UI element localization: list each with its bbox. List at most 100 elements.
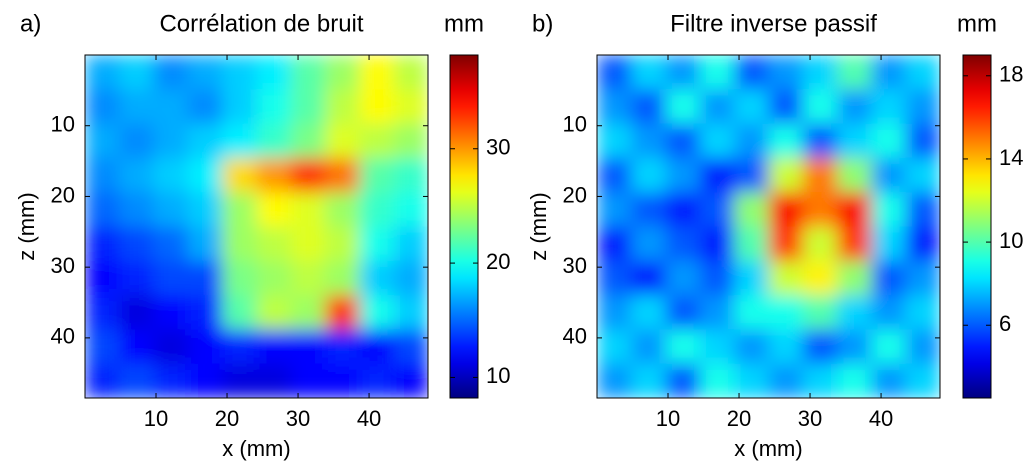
heatmap-cell <box>905 260 940 296</box>
heatmap-cell <box>734 55 770 90</box>
heatmap-cell <box>222 89 258 125</box>
heatmap-cell <box>290 55 326 90</box>
heatmap-cell <box>393 226 428 262</box>
heatmap-cell <box>665 55 701 90</box>
heatmap-cell <box>187 192 223 228</box>
heatmap-cell <box>905 123 940 159</box>
heatmap-cell <box>187 55 223 90</box>
heatmap-cell <box>393 55 428 90</box>
heatmap-cell <box>665 295 701 330</box>
x-tick-label: 40 <box>357 406 381 431</box>
heatmap-cell <box>597 157 632 193</box>
heatmap-cell <box>631 157 667 193</box>
heatmap-cell <box>768 226 804 262</box>
heatmap-cell <box>85 89 120 125</box>
heatmap-cell <box>665 226 701 262</box>
heatmap-cell <box>359 226 395 262</box>
heatmap-cell <box>699 192 735 228</box>
heatmap-cell <box>393 363 428 398</box>
x-tick-label: 10 <box>656 406 680 431</box>
heatmap-cell <box>153 157 189 193</box>
heatmap-cell <box>290 123 326 159</box>
heatmap-cell <box>393 295 428 330</box>
heatmap-cells <box>597 55 940 398</box>
heatmap-cell <box>187 260 223 296</box>
heatmap-cell <box>187 329 223 365</box>
heatmap-cell <box>359 295 395 330</box>
heatmap-cell <box>768 192 804 228</box>
plot-frame <box>596 54 941 399</box>
heatmap-cell <box>871 260 907 296</box>
heatmap-cell <box>290 192 326 228</box>
heatmap-cell <box>85 123 120 159</box>
heatmap-cell <box>359 329 395 365</box>
heatmap-cell <box>325 260 360 296</box>
heatmap-cell <box>187 226 223 262</box>
heatmap-cell <box>871 123 907 159</box>
heatmap-cell <box>153 192 189 228</box>
y-tick-label: 10 <box>563 112 587 137</box>
heatmap-cell <box>631 55 667 90</box>
heatmap-cell <box>802 123 838 159</box>
heatmap-cell <box>871 55 907 90</box>
heatmap-cell <box>187 363 223 398</box>
heatmap-cell <box>802 157 838 193</box>
heatmap-cell <box>290 157 326 193</box>
y-axis-label: z (mm) <box>14 192 39 260</box>
heatmap-cell <box>597 123 632 159</box>
heatmap-cell <box>665 157 701 193</box>
heatmap-cell <box>768 329 804 365</box>
panel-label: a) <box>20 10 41 37</box>
heatmap-cell <box>905 363 940 398</box>
heatmap-cell <box>359 363 395 398</box>
heatmap-cell <box>187 157 223 193</box>
heatmap-cell <box>187 295 223 330</box>
colorbar-tick-label: 10 <box>999 228 1023 253</box>
heatmap-cell <box>871 329 907 365</box>
heatmap-cell <box>699 329 735 365</box>
heatmap-cell <box>837 89 872 125</box>
heatmap-cell <box>222 260 258 296</box>
heatmap-cell <box>325 295 360 330</box>
heatmap-cell <box>187 89 223 125</box>
y-tick-label: 40 <box>563 324 587 349</box>
heatmap-cell <box>359 55 395 90</box>
heatmap-cell <box>359 123 395 159</box>
heatmap-cell <box>393 192 428 228</box>
heatmap-cell <box>256 55 292 90</box>
y-tick-label: 20 <box>563 182 587 207</box>
heatmap-cell <box>905 226 940 262</box>
colorbar-label: mm <box>444 10 484 37</box>
heatmap-cell <box>734 295 770 330</box>
heatmap-cell <box>222 329 258 365</box>
heatmap-cell <box>597 226 632 262</box>
heatmap-cell <box>85 295 120 330</box>
heatmap-cell <box>631 89 667 125</box>
heatmap-cell <box>85 363 120 398</box>
heatmap-cell <box>222 363 258 398</box>
heatmap-cell <box>597 329 632 365</box>
heatmap-cell <box>699 363 735 398</box>
heatmap-cell <box>85 329 120 365</box>
heatmap-cell <box>631 329 667 365</box>
heatmap-cell <box>699 226 735 262</box>
heatmap-cell <box>119 157 155 193</box>
heatmap-cell <box>119 226 155 262</box>
heatmap-cell <box>734 192 770 228</box>
x-tick-label: 20 <box>727 406 751 431</box>
colorbar-tick-label: 10 <box>486 363 510 388</box>
heatmap-cell <box>256 192 292 228</box>
heatmap-cell <box>734 226 770 262</box>
heatmap-cell <box>631 363 667 398</box>
heatmap-cell <box>802 329 838 365</box>
heatmap-cell <box>222 157 258 193</box>
chart-title: Filtre inverse passif <box>670 10 877 37</box>
y-tick-label: 30 <box>51 253 75 278</box>
heatmap-cell <box>871 89 907 125</box>
chart-title: Corrélation de bruit <box>159 10 363 37</box>
panel-label: b) <box>532 10 553 37</box>
y-tick-label: 30 <box>563 253 587 278</box>
heatmap-cell <box>290 226 326 262</box>
heatmap-cell <box>837 226 872 262</box>
heatmap-cell <box>119 295 155 330</box>
